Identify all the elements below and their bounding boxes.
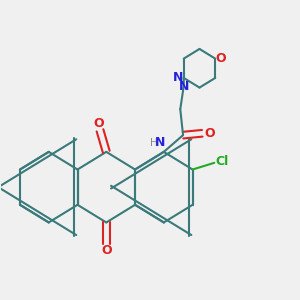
Text: O: O [204, 127, 214, 140]
Text: O: O [101, 244, 112, 257]
Text: N: N [173, 71, 184, 84]
Text: N: N [178, 80, 189, 93]
Text: Cl: Cl [215, 155, 229, 168]
Text: O: O [93, 117, 104, 130]
Text: H: H [150, 138, 158, 148]
Text: O: O [215, 52, 226, 65]
Text: N: N [154, 136, 165, 149]
